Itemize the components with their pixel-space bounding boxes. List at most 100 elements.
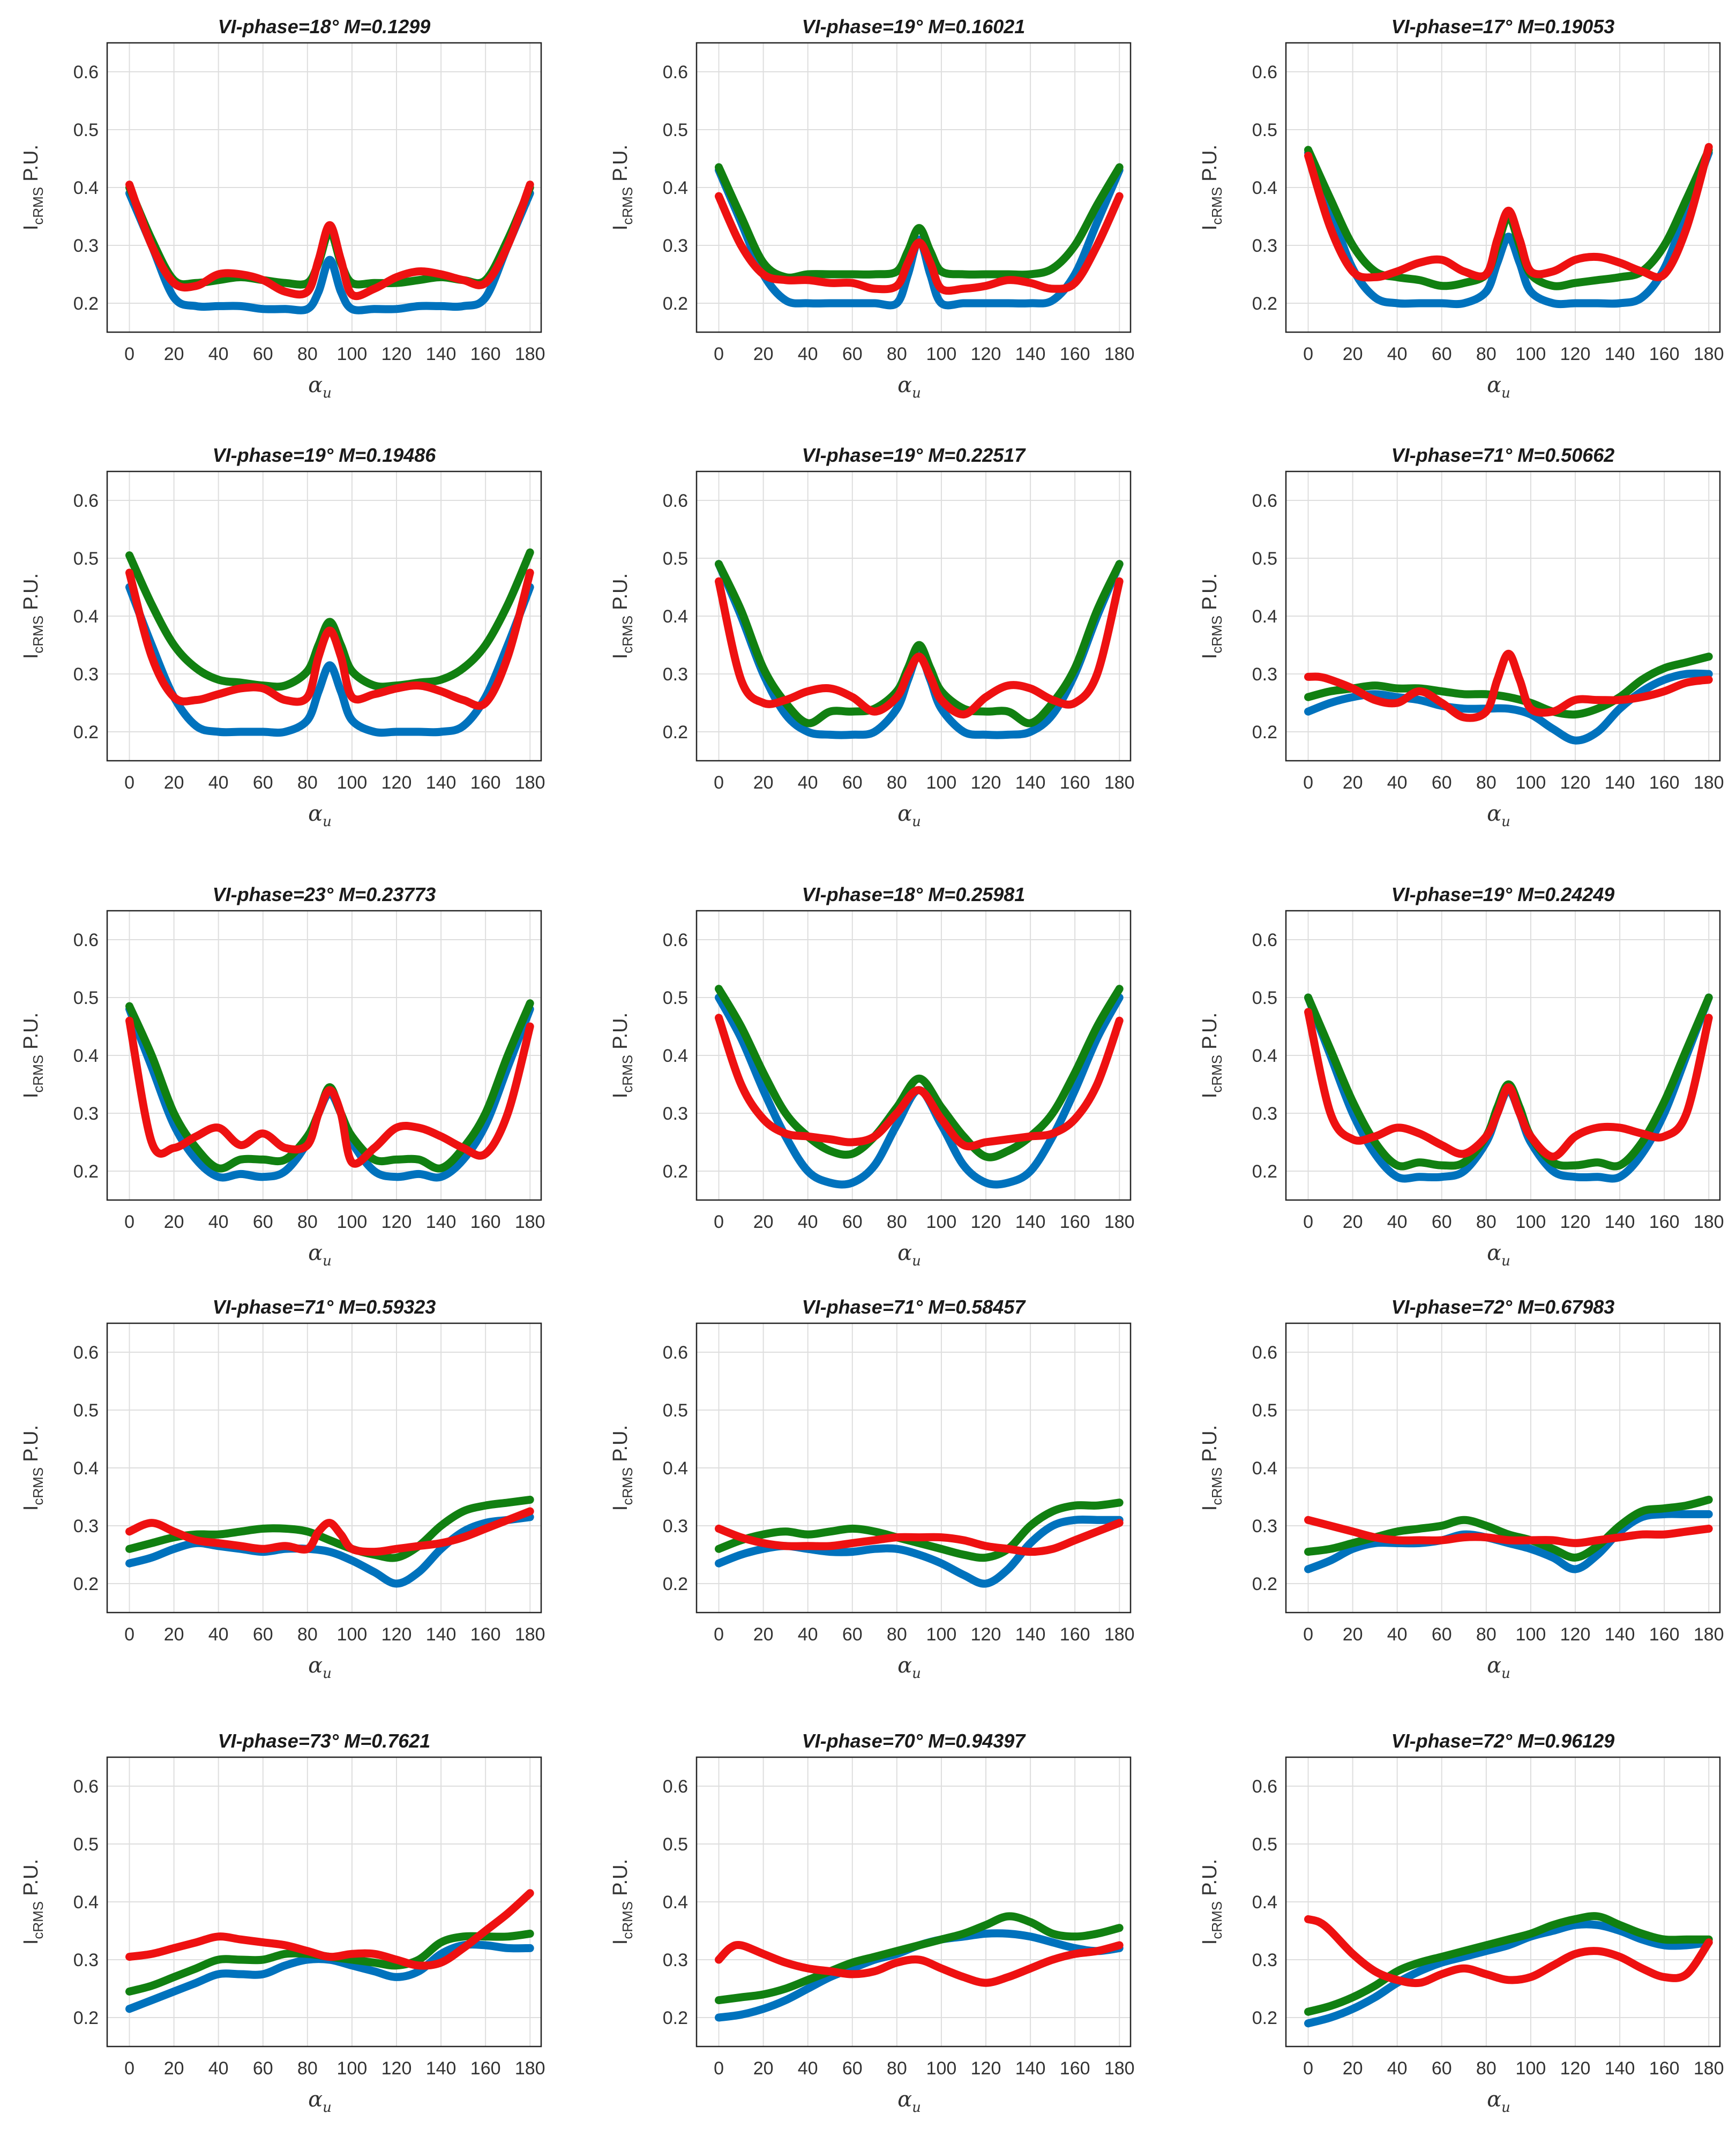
y-tick-label: 0.5	[1252, 120, 1277, 140]
x-tick-label: 120	[971, 1212, 1001, 1232]
y-tick-label: 0.6	[1252, 62, 1277, 83]
y-tick-label: 0.3	[1252, 1950, 1277, 1970]
x-tick-label: 180	[1104, 1212, 1135, 1232]
y-tick-label: 0.6	[663, 1343, 688, 1363]
y-tick-label: 0.3	[1252, 664, 1277, 685]
x-tick-label: 120	[381, 1212, 412, 1232]
subplot-title: VI-phase=72° M=0.96129	[1391, 1730, 1615, 1752]
x-tick-label: 60	[253, 1624, 273, 1645]
x-tick-label: 60	[842, 1212, 863, 1232]
y-tick-label: 0.6	[73, 930, 99, 950]
x-tick-label: 160	[470, 1624, 501, 1645]
series-line-red	[125, 181, 534, 301]
y-tick-label: 0.4	[663, 178, 688, 198]
x-tick-label: 60	[1432, 2058, 1452, 2079]
y-tick-label: 0.3	[663, 1104, 688, 1124]
x-axis-label: αu	[308, 801, 332, 830]
y-tick-label: 0.6	[1252, 930, 1277, 950]
axes-box	[1285, 910, 1721, 1201]
x-tick-label: 40	[798, 773, 818, 793]
x-tick-label: 120	[1560, 1212, 1591, 1232]
x-tick-label: 20	[1343, 1212, 1363, 1232]
x-tick-label: 40	[1387, 1212, 1408, 1232]
x-axis-label: αu	[308, 1653, 332, 1682]
x-tick-label: 100	[1516, 2058, 1546, 2079]
x-axis-label: αu	[308, 373, 332, 401]
x-axis-label: αu	[897, 373, 921, 401]
x-tick-label: 100	[926, 1624, 957, 1645]
x-tick-label: 180	[515, 344, 545, 364]
x-tick-label: 80	[297, 1212, 318, 1232]
series-line-red	[125, 1889, 534, 1970]
y-tick-label: 0.3	[663, 664, 688, 685]
series-line-red	[125, 1016, 534, 1168]
x-tick-label: 180	[1104, 1624, 1135, 1645]
series-line-red	[125, 1507, 534, 1556]
axes-box	[1285, 42, 1721, 333]
x-axis-label: αu	[897, 2087, 921, 2116]
series-line-red	[1304, 143, 1713, 282]
x-tick-label: 140	[1015, 344, 1046, 364]
x-tick-label: 120	[381, 344, 412, 364]
x-tick-label: 160	[1060, 2058, 1090, 2079]
x-axis-label: αu	[308, 1241, 332, 1269]
x-tick-label: 180	[1104, 773, 1135, 793]
y-tick-label: 0.3	[663, 1516, 688, 1536]
x-tick-label: 100	[337, 1624, 368, 1645]
y-tick-label: 0.4	[663, 606, 688, 627]
x-tick-label: 120	[971, 2058, 1001, 2079]
axes-box	[1285, 1756, 1721, 2048]
y-tick-label: 0.6	[73, 1343, 99, 1363]
x-tick-label: 120	[381, 2058, 412, 2079]
series-line-red	[715, 1940, 1124, 1987]
axes-box	[1285, 470, 1721, 762]
x-axis-label: αu	[308, 2087, 332, 2116]
y-axis-label: IcRMSP.U.	[1199, 573, 1225, 659]
x-tick-label: 80	[887, 344, 907, 364]
y-tick-label: 0.6	[1252, 491, 1277, 511]
axes-box	[695, 42, 1132, 333]
subplot-title: VI-phase=73° M=0.7621	[218, 1730, 431, 1752]
y-tick-label: 0.6	[663, 62, 688, 83]
x-tick-label: 40	[1387, 2058, 1408, 2079]
x-tick-label: 0	[714, 344, 724, 364]
x-tick-label: 40	[1387, 773, 1408, 793]
y-tick-label: 0.3	[1252, 1516, 1277, 1536]
x-tick-label: 140	[1605, 1624, 1635, 1645]
series-line-green	[1304, 1912, 1713, 2016]
series-line-green	[125, 1495, 534, 1562]
y-tick-label: 0.5	[73, 988, 99, 1008]
x-tick-label: 120	[971, 1624, 1001, 1645]
x-tick-label: 80	[297, 2058, 318, 2079]
x-tick-label: 60	[1432, 344, 1452, 364]
x-tick-label: 180	[515, 1212, 545, 1232]
x-tick-label: 160	[470, 1212, 501, 1232]
x-tick-label: 0	[1303, 773, 1313, 793]
y-tick-label: 0.5	[1252, 1834, 1277, 1855]
y-tick-label: 0.6	[1252, 1776, 1277, 1797]
subplot-8: 0 20 40 60 80 100 120 140 160 180 0.2 0.3 0.4 0.5 0.6 V…	[609, 883, 1135, 1269]
x-tick-label: 80	[887, 1212, 907, 1232]
x-tick-label: 80	[887, 773, 907, 793]
y-tick-label: 0.4	[1252, 1458, 1277, 1479]
series-line-blue	[125, 583, 534, 737]
subplot-2: 0 20 40 60 80 100 120 140 160 180 0.2 0.3 0.4 0.5 0.6 V…	[609, 16, 1135, 401]
y-tick-label: 0.2	[663, 2008, 688, 2028]
y-tick-label: 0.5	[73, 549, 99, 569]
x-tick-label: 180	[1694, 2058, 1724, 2079]
x-tick-label: 140	[1015, 1212, 1046, 1232]
x-tick-label: 120	[381, 773, 412, 793]
subplot-title: VI-phase=72° M=0.67983	[1391, 1296, 1615, 1318]
y-axis-label: IcRMSP.U.	[1199, 1425, 1225, 1511]
series-line-red	[125, 568, 534, 710]
subplot-title: VI-phase=71° M=0.59323	[213, 1296, 436, 1318]
axes-box	[695, 910, 1132, 1201]
x-tick-label: 40	[208, 344, 229, 364]
x-tick-label: 100	[926, 1212, 957, 1232]
series-line-blue	[1304, 148, 1713, 309]
axes-box	[695, 1322, 1132, 1614]
x-tick-label: 40	[1387, 1624, 1408, 1645]
x-tick-label: 20	[1343, 773, 1363, 793]
axes-box	[695, 470, 1132, 762]
y-tick-label: 0.4	[663, 1892, 688, 1913]
